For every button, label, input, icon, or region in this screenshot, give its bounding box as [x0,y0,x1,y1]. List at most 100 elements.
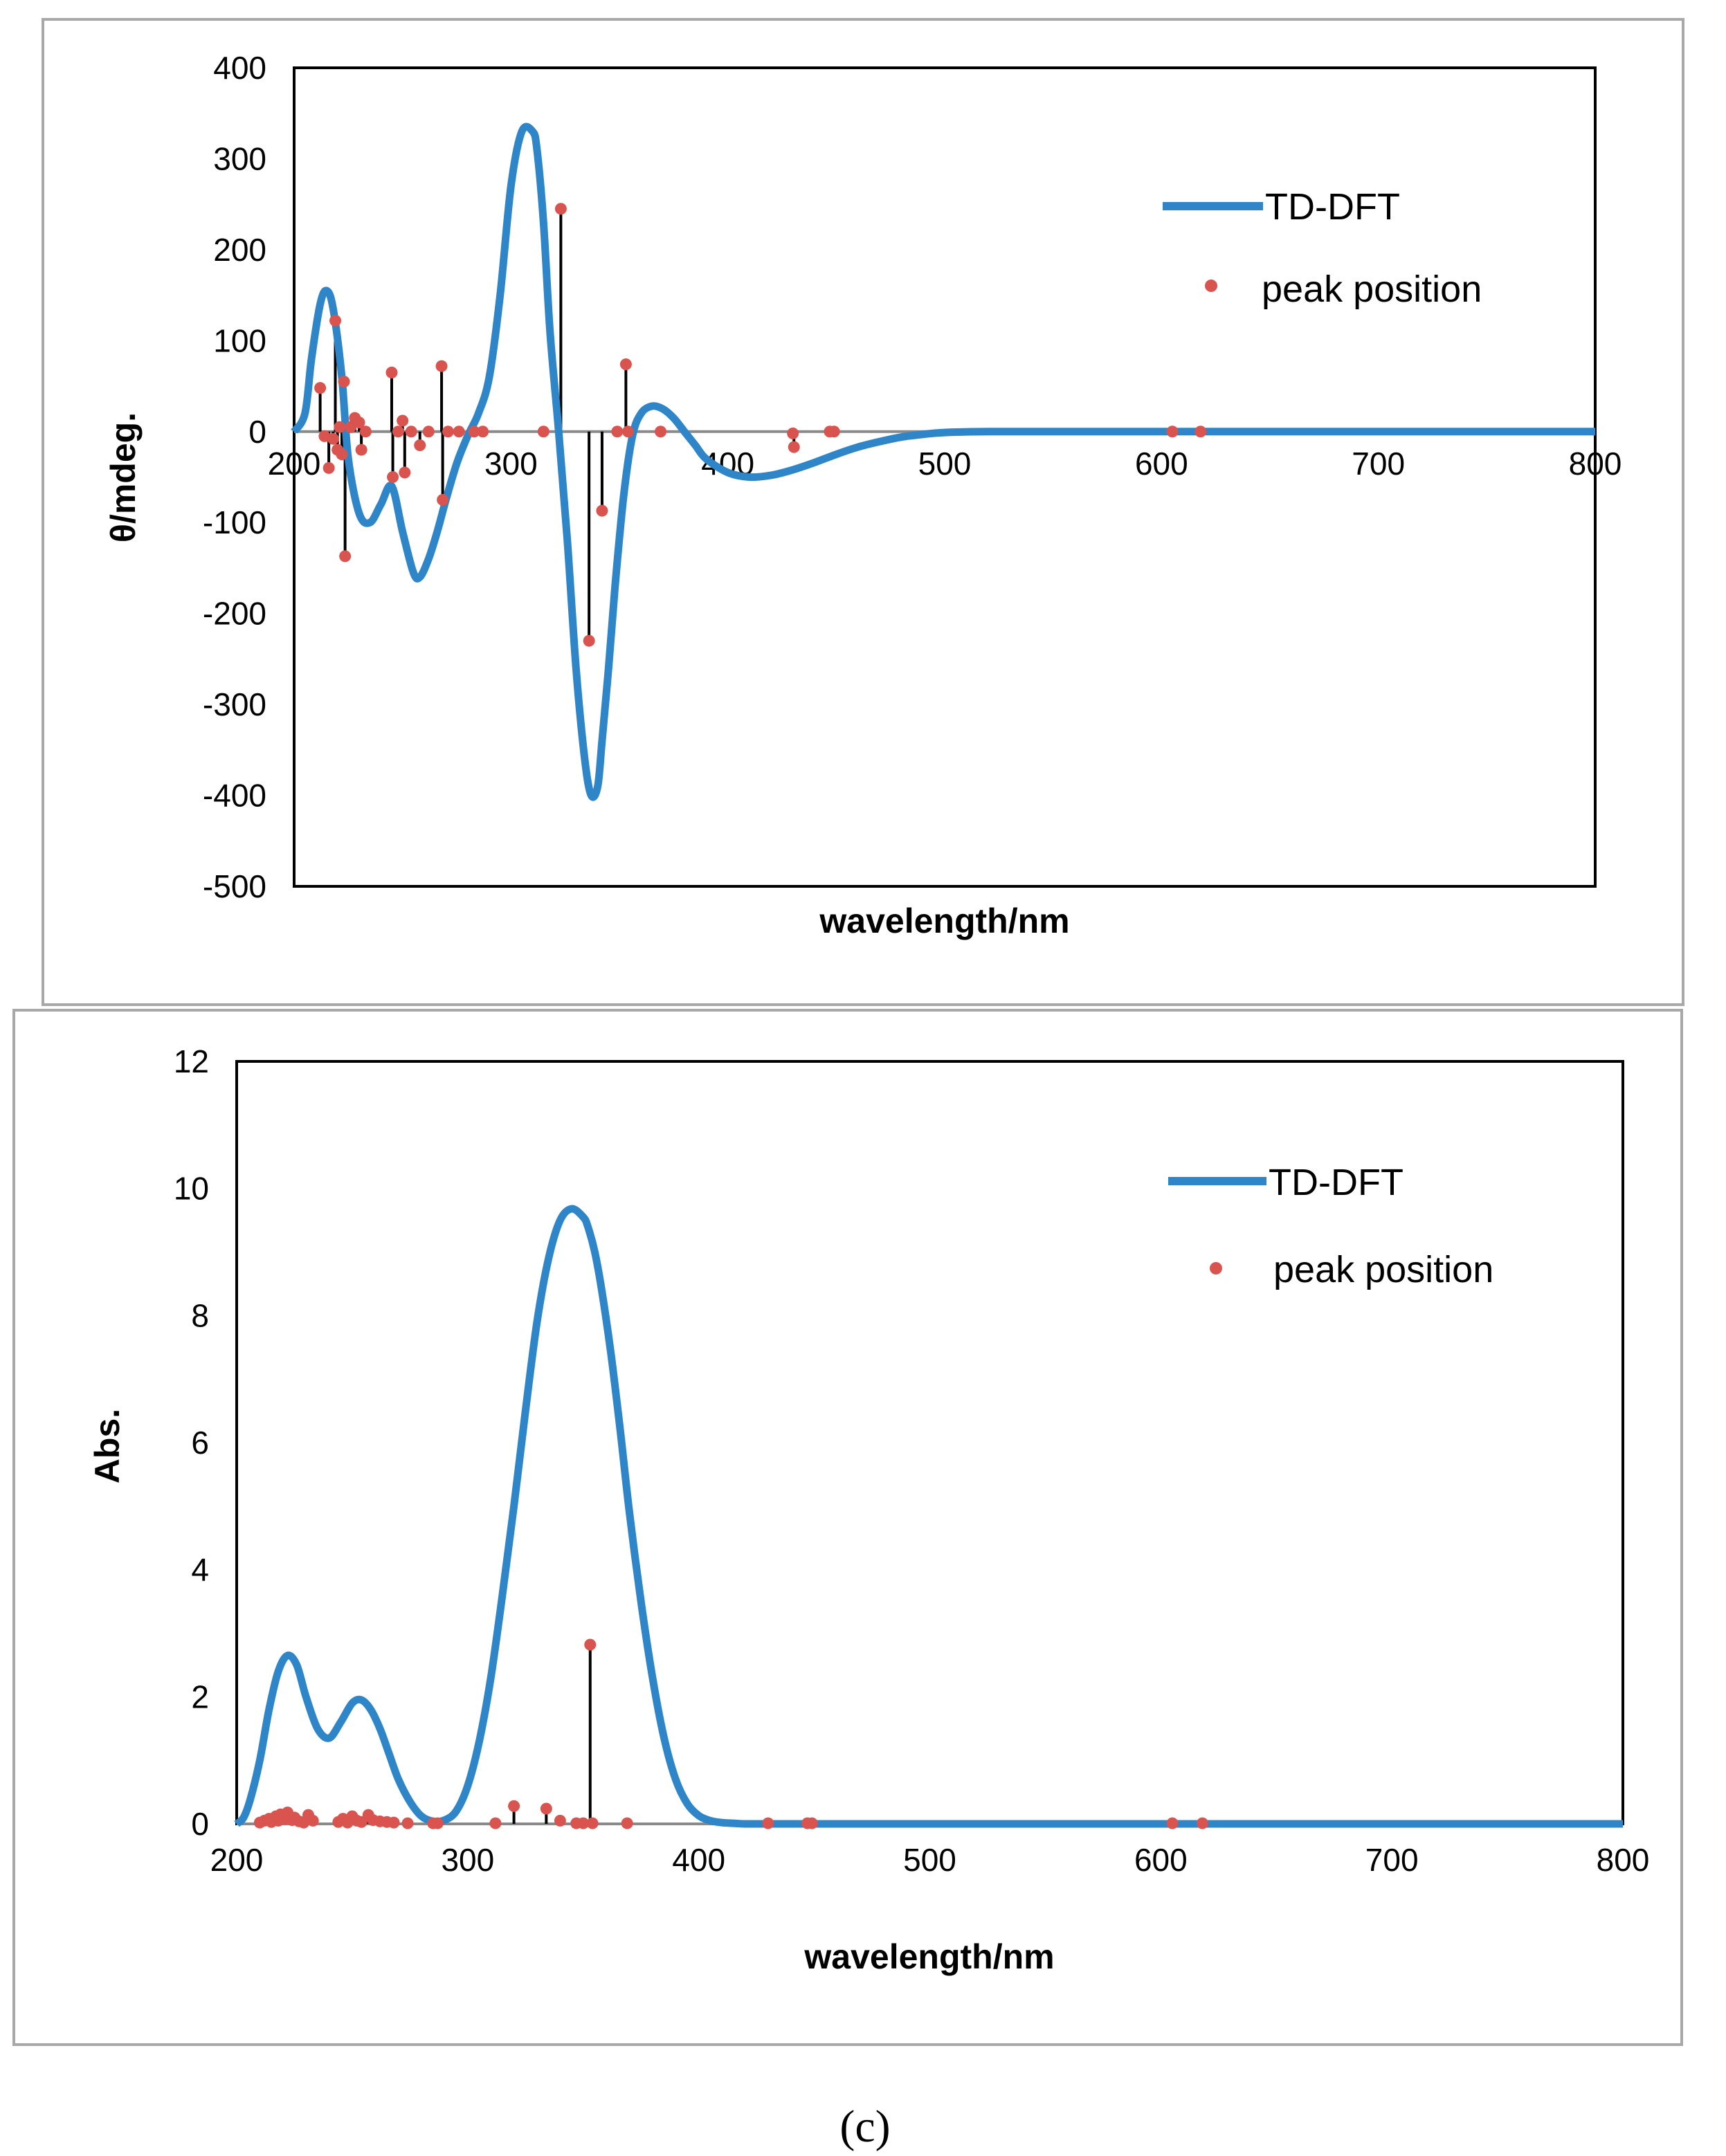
abs-peak-dot [762,1817,774,1829]
cd-y-tick-label: 100 [213,322,266,358]
cd-peak-dot [414,439,426,451]
abs-y-tick-label: 6 [191,1425,209,1461]
cd-peak-dot [344,421,356,433]
cd-peak-dot [385,366,398,378]
cd-peak-dot [334,421,346,433]
cd-peak-dot [353,417,365,429]
cd-legend-line-label: TD-DFT [1265,186,1400,228]
cd-peak-dot [329,314,342,327]
cd-peak-dot [338,375,350,387]
cd-y-tick-labels: 400 300 200 100 0 -100 -200 -300 -400 -500 [203,50,266,904]
abs-x-tick-label: 500 [903,1842,956,1878]
abs-y-tick-label: 0 [191,1806,209,1842]
cd-peak-dot [828,426,840,438]
cd-plot-area [293,66,1597,888]
abs-peak-dot [1166,1817,1179,1829]
abs-y-tick-labels: 12 10 8 6 4 2 0 [174,1043,209,1842]
cd-x-tick-label: 700 [1352,446,1405,482]
abs-peak-dot [388,1816,400,1829]
cd-x-tick-label: 200 [268,446,321,482]
cd-peak-dots [314,203,1207,647]
abs-y-tick-label: 12 [174,1043,209,1079]
cd-peak-dot [336,448,348,461]
abs-peak-dot [577,1817,590,1829]
cd-peak-dot [537,426,549,438]
abs-x-tick-label: 700 [1365,1842,1419,1878]
cd-peak-dot [355,444,367,456]
cd-peak-dot [435,360,448,372]
cd-peak-dot [437,493,449,506]
cd-peak-dot [339,550,352,563]
abs-y-tick-label: 2 [191,1679,209,1715]
abs-series [234,1205,1623,1828]
cd-peak-dot [422,426,435,438]
cd-y-tick-label: -500 [203,868,266,904]
cd-peak-dot [314,382,327,394]
cd-peak-dot [468,426,480,438]
cd-peak-dot [1194,426,1207,438]
abs-peak-dot [584,1638,597,1651]
cd-x-tick-label: 600 [1135,446,1188,482]
abs-legend-line-label: TD-DFT [1269,1162,1403,1203]
cd-x-tick-label: 800 [1569,446,1622,482]
cd-peak-dot [399,466,411,479]
cd-y-tick-label: -100 [203,504,266,540]
abs-peak-dot [806,1817,818,1829]
cd-y-tick-label: -400 [203,778,266,814]
cd-legend-dot-swatch [1205,280,1217,292]
abs-x-tick-label: 200 [210,1842,264,1878]
cd-peak-dot [787,427,799,439]
cd-x-tick-label: 300 [484,446,538,482]
abs-peak-dot [1196,1817,1208,1829]
abs-legend-dot-label: peak position [1273,1249,1493,1290]
cd-peak-dot [1166,426,1179,438]
cd-y-tick-label: 300 [213,140,266,176]
abs-y-tick-label: 4 [191,1552,209,1588]
cd-peak-dot [583,634,595,647]
abs-y-tick-label: 10 [174,1171,209,1207]
abs-peak-dots [253,1638,1208,1829]
absorption-spectrum-chart: 12 10 8 6 4 2 0 200 300 400 500 600 700 800 waveleng… [88,1043,1649,1976]
cd-y-tick-label: 0 [248,414,266,450]
abs-peak-dot [307,1814,319,1827]
cd-peak-dot [392,426,404,438]
cd-y-axis-title: θ/mdeg. [104,412,143,542]
cd-peak-dot [655,426,667,438]
cd-y-tick-label: -200 [203,596,266,632]
cd-series [291,122,1595,801]
abs-peak-dot [586,1817,599,1829]
abs-peak-dot [554,1814,566,1827]
cd-legend-dot-label: peak position [1262,268,1482,310]
cd-y-tick-label: -300 [203,686,266,722]
cd-x-axis-title: wavelength/nm [819,902,1069,940]
abs-x-tick-label: 800 [1597,1842,1650,1878]
cd-peak-dot [453,426,465,438]
cd-peak-dot [397,414,409,427]
bottom-panel-frame [12,1009,1683,2046]
cd-y-tick-label: 400 [213,50,266,86]
cd-peak-dot [788,441,800,453]
cd-peak-dot [477,426,489,438]
cd-peak-dot [596,504,608,517]
abs-peak-dot [489,1817,502,1829]
cd-td-dft-line [291,122,1595,801]
abs-x-axis-title: wavelength/nm [803,1937,1054,1976]
abs-peak-dot [540,1802,552,1815]
cd-spectrum-chart: 400 300 200 100 0 -100 -200 -300 -400 -500 200 300… [104,50,1621,940]
cd-peak-dot [554,203,567,215]
abs-peak-dot [621,1817,633,1829]
cd-peak-dot [611,426,624,438]
cd-peak-dot [327,432,339,445]
abs-x-tick-label: 600 [1134,1842,1188,1878]
cd-peak-dot [359,426,372,438]
abs-y-tick-label: 8 [191,1297,209,1333]
abs-td-dft-line [234,1205,1623,1828]
figure-caption: (c) [839,2101,890,2152]
abs-x-tick-label: 300 [441,1842,494,1878]
cd-peak-dot [619,358,632,371]
abs-x-tick-labels: 200 300 400 500 600 700 800 [210,1842,1650,1878]
abs-y-axis-title: Abs. [88,1409,127,1483]
cd-peak-dot [323,462,335,474]
abs-legend-dot-swatch [1210,1262,1222,1275]
